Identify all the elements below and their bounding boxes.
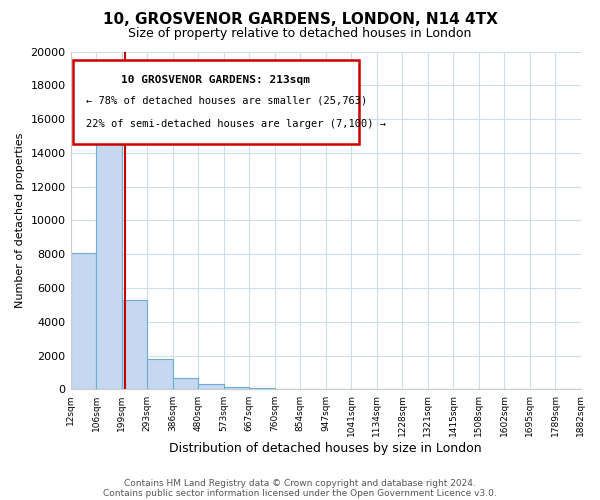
- FancyBboxPatch shape: [73, 60, 359, 144]
- Bar: [249, 388, 275, 390]
- Text: 22% of semi-detached houses are larger (7,100) →: 22% of semi-detached houses are larger (…: [86, 119, 386, 129]
- Bar: [224, 387, 249, 390]
- Bar: [122, 300, 147, 390]
- Bar: [71, 252, 96, 390]
- Text: Size of property relative to detached houses in London: Size of property relative to detached ho…: [128, 28, 472, 40]
- X-axis label: Distribution of detached houses by size in London: Distribution of detached houses by size …: [169, 442, 482, 455]
- Bar: [147, 359, 173, 390]
- Text: ← 78% of detached houses are smaller (25,763): ← 78% of detached houses are smaller (25…: [86, 96, 367, 106]
- Y-axis label: Number of detached properties: Number of detached properties: [15, 133, 25, 308]
- Text: 10, GROSVENOR GARDENS, LONDON, N14 4TX: 10, GROSVENOR GARDENS, LONDON, N14 4TX: [103, 12, 497, 28]
- Text: Contains HM Land Registry data © Crown copyright and database right 2024.: Contains HM Land Registry data © Crown c…: [124, 478, 476, 488]
- Bar: [198, 384, 224, 390]
- Bar: [173, 378, 198, 390]
- Text: 10 GROSVENOR GARDENS: 213sqm: 10 GROSVENOR GARDENS: 213sqm: [121, 75, 310, 85]
- Text: Contains public sector information licensed under the Open Government Licence v3: Contains public sector information licen…: [103, 488, 497, 498]
- Bar: [96, 109, 122, 390]
